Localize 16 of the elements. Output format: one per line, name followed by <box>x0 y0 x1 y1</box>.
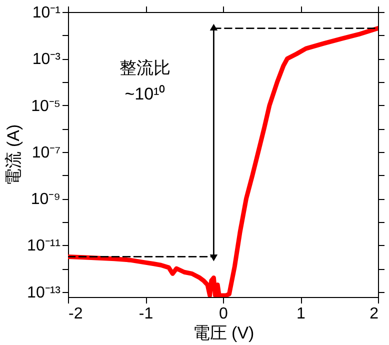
x-tick-label: 0 <box>219 306 228 322</box>
y-axis-title: 電流 (A) <box>4 124 24 186</box>
x-axis-title: 電圧 (V) <box>192 324 254 342</box>
x-tick-label: 1 <box>296 306 306 322</box>
y-tick-label: 10⁻¹³ <box>27 284 62 302</box>
annotation: ~10¹⁰ <box>124 84 166 104</box>
y-tick-label: 10⁻¹ <box>32 4 60 22</box>
y-tick-label: 10⁻¹¹ <box>27 238 60 255</box>
x-tick-label: -2 <box>68 306 83 322</box>
annotation: 整流比 <box>119 58 170 78</box>
x-tick-label: -1 <box>138 306 154 322</box>
y-tick-label: 10⁻⁷ <box>32 144 61 162</box>
y-tick-label: 10⁻³ <box>32 51 62 68</box>
y-tick-label: 10⁻⁹ <box>30 191 60 208</box>
y-tick-label: 10⁻⁵ <box>31 98 60 115</box>
x-tick-label: 2 <box>370 306 379 322</box>
